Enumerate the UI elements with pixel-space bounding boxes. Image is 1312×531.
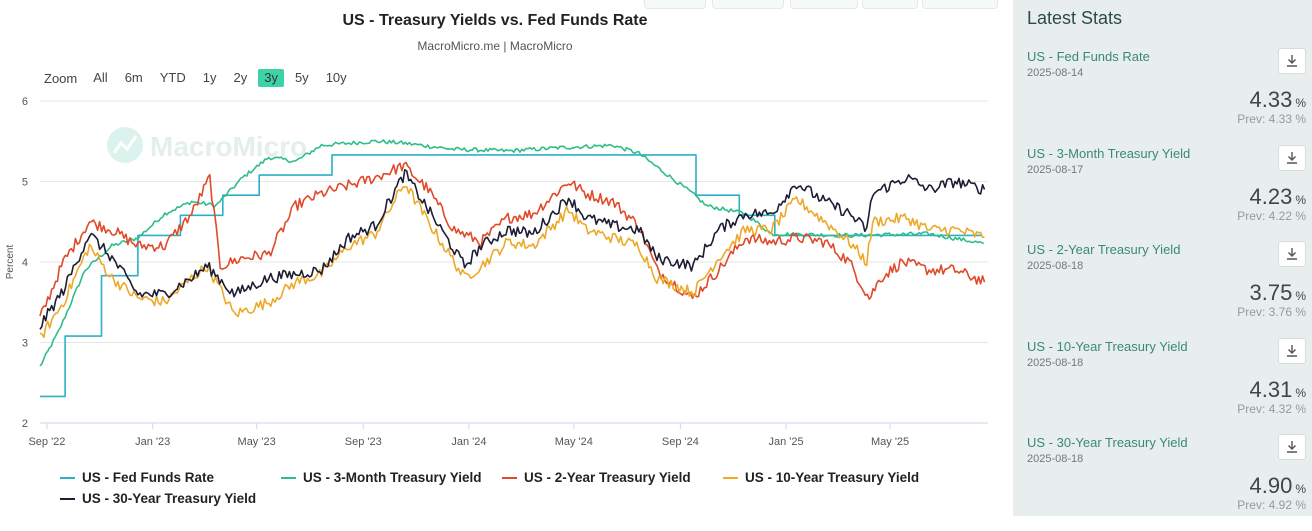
stat-date: 2025-08-18 [1027, 356, 1084, 369]
toolbar-tab[interactable] [922, 0, 998, 9]
legend-item[interactable]: US - 3-Month Treasury Yield [281, 470, 482, 485]
range-button[interactable]: 6m [124, 70, 143, 85]
stat-value: 4.90% [1249, 473, 1307, 498]
legend-label: US - Fed Funds Rate [82, 470, 215, 485]
stat-card: US - 30-Year Treasury Yield 2025-08-18 4.9… [1013, 434, 1312, 531]
toolbar-tab[interactable] [790, 0, 858, 9]
x-tick-label: Jan '23 [135, 436, 170, 448]
range-button[interactable]: 1y [202, 70, 217, 85]
series-line [39, 139, 985, 367]
legend-swatch [281, 476, 296, 479]
download-icon [1287, 248, 1297, 260]
line-chart: MacroMicro 2 3 4 5 6 Percent Sep '22 Jan '23 May … [5, 96, 988, 448]
legend-item[interactable]: US - 10-Year Treasury Yield [723, 470, 919, 485]
stat-prev: Prev: 3.76 % [1237, 305, 1306, 319]
chart-title: US - Treasury Yields vs. Fed Funds Rate [342, 12, 648, 29]
stat-name[interactable]: US - Fed Funds Rate [1027, 49, 1150, 64]
download-icon [1287, 151, 1297, 164]
chart-subtitle: MacroMicro.me | MacroMicro [417, 39, 573, 53]
series-line [40, 154, 982, 398]
range-button[interactable]: 3y [258, 69, 284, 87]
legend-item[interactable]: US - 30-Year Treasury Yield [60, 491, 256, 506]
chart-area: US - Treasury Yields vs. Fed Funds Rate … [5, 0, 998, 506]
range-button[interactable]: All [93, 70, 108, 85]
y-tick-label: 6 [22, 96, 28, 108]
y-tick-label: 4 [22, 257, 28, 269]
stat-name[interactable]: US - 2-Year Treasury Yield [1027, 242, 1181, 257]
stat-date: 2025-08-18 [1027, 453, 1084, 465]
legend-swatch [60, 497, 75, 500]
legend-swatch [723, 476, 738, 479]
stat-name[interactable]: US - 3-Month Treasury Yield [1027, 145, 1191, 161]
stat-name[interactable]: US - 10-Year Treasury Yield [1027, 338, 1188, 354]
y-axis-label: Percent [5, 245, 16, 280]
x-tick-label: May '23 [238, 436, 276, 448]
legend-label: US - 2-Year Treasury Yield [524, 470, 691, 485]
x-tick-label: Sep '23 [345, 436, 382, 448]
download-icon [1287, 441, 1297, 453]
stat-value: 4.23% [1249, 183, 1307, 209]
download-icon [1287, 344, 1297, 357]
toolbar-tab[interactable] [644, 0, 706, 9]
legend-swatch [60, 476, 75, 479]
series-line [39, 169, 986, 330]
stat-value: 4.31% [1249, 376, 1307, 402]
latest-stats-panel: Latest Stats US - Fed Funds Rate 2025-08-… [1013, 0, 1312, 516]
stat-prev: Prev: 4.33 % [1237, 112, 1306, 126]
range-button[interactable]: 10y [325, 70, 347, 85]
range-button[interactable]: 2y [233, 70, 248, 85]
zoom-controls: Zoom All 6m YTD 1y 2y 3y 5y 10y [44, 69, 358, 87]
toolbar-tab[interactable] [862, 0, 918, 9]
x-tick-label: Sep '24 [662, 436, 699, 448]
x-tick-label: May '24 [555, 436, 593, 448]
legend-label: US - 10-Year Treasury Yield [745, 470, 920, 485]
stat-date: 2025-08-14 [1027, 67, 1084, 79]
stat-prev: Prev: 4.92 % [1237, 498, 1306, 512]
download-button[interactable] [1278, 48, 1306, 74]
svg-text:MacroMicro: MacroMicro [150, 131, 307, 162]
download-icon [1287, 55, 1297, 67]
y-tick-label: 3 [22, 338, 28, 350]
x-tick-label: Jan '24 [451, 436, 486, 448]
toolbar-tab[interactable] [712, 0, 784, 9]
legend-item[interactable]: US - Fed Funds Rate [60, 470, 214, 485]
range-buttons: All 6m YTD 1y 2y 3y 5y 10y [87, 69, 357, 87]
zoom-label: Zoom [44, 70, 78, 86]
legend-label: US - 3-Month Treasury Yield [303, 470, 482, 485]
stat-card: US - 10-Year Treasury Yield 2025-08-18 4.3… [1013, 337, 1312, 435]
x-tick-label: Sep '22 [28, 436, 65, 448]
download-button[interactable] [1278, 434, 1306, 460]
series-line [39, 161, 986, 317]
range-button[interactable]: YTD [159, 70, 186, 85]
y-tick-label: 2 [22, 418, 28, 430]
legend-swatch [502, 476, 517, 479]
stat-prev: Prev: 4.32 % [1237, 401, 1306, 416]
download-button[interactable] [1278, 241, 1306, 267]
download-button[interactable] [1278, 337, 1306, 364]
stat-card: US - 3-Month Treasury Yield 2025-08-17 4.2… [1013, 144, 1312, 242]
x-tick-label: May '25 [871, 436, 909, 448]
stat-date: 2025-08-17 [1027, 163, 1084, 176]
stat-card: US - 2-Year Treasury Yield 2025-08-18 3.75… [1013, 241, 1312, 338]
legend-item[interactable]: US - 2-Year Treasury Yield [502, 470, 691, 485]
download-button[interactable] [1278, 144, 1306, 171]
x-tick-label: Jan '25 [769, 436, 804, 448]
stat-value: 4.33% [1249, 87, 1307, 112]
stat-prev: Prev: 4.22 % [1237, 208, 1306, 223]
range-button[interactable]: 5y [294, 70, 309, 85]
stat-name[interactable]: US - 30-Year Treasury Yield [1027, 435, 1188, 450]
y-tick-label: 5 [22, 177, 28, 189]
stat-card: US - Fed Funds Rate 2025-08-14 4.33% Prev: … [1013, 48, 1312, 145]
latest-stats-title: Latest Stats [1027, 8, 1123, 28]
legend-label: US - 30-Year Treasury Yield [82, 491, 257, 506]
stat-date: 2025-08-18 [1027, 260, 1084, 272]
stat-value: 3.75% [1249, 280, 1307, 305]
